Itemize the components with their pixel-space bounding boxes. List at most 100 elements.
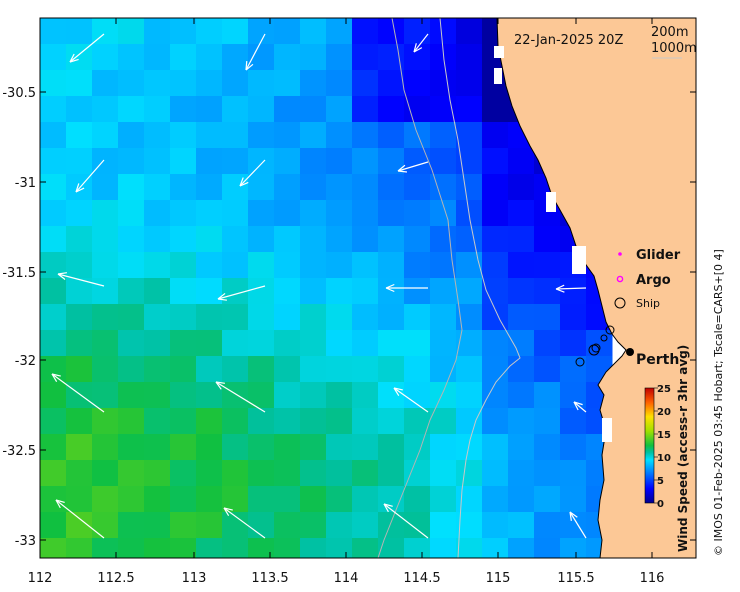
wind-cell bbox=[196, 122, 223, 149]
wind-cell bbox=[404, 18, 431, 45]
wind-cell bbox=[222, 382, 249, 409]
wind-cell bbox=[196, 434, 223, 461]
colorbar-tick-label: 25 bbox=[657, 384, 671, 395]
wind-cell bbox=[66, 148, 93, 175]
wind-cell bbox=[196, 18, 223, 45]
wind-cell bbox=[248, 96, 275, 123]
wind-cell bbox=[66, 538, 93, 558]
wind-arrow-head bbox=[573, 401, 583, 406]
wind-cell bbox=[170, 408, 197, 435]
wind-cell bbox=[40, 512, 67, 539]
wind-cell bbox=[534, 408, 561, 435]
wind-cell bbox=[196, 538, 223, 558]
wind-cell bbox=[118, 434, 145, 461]
wind-cell bbox=[170, 18, 197, 45]
wind-arrow-head bbox=[223, 507, 230, 517]
wind-cell bbox=[196, 486, 223, 513]
wind-arrow-head bbox=[223, 507, 233, 511]
wind-cell bbox=[326, 512, 353, 539]
wind-cell bbox=[482, 408, 509, 435]
wind-cell bbox=[326, 18, 353, 45]
wind-cell bbox=[144, 174, 171, 201]
wind-cell bbox=[170, 122, 197, 149]
wind-arrow-head bbox=[573, 401, 579, 411]
wind-cell bbox=[508, 382, 535, 409]
wind-cell bbox=[274, 330, 301, 357]
wind-cell bbox=[274, 304, 301, 331]
wind-cell bbox=[40, 304, 67, 331]
wind-cell bbox=[508, 356, 535, 383]
wind-cell bbox=[300, 226, 327, 253]
wind-cell bbox=[144, 304, 171, 331]
wind-cell bbox=[144, 200, 171, 227]
y-tick-label: -33 bbox=[15, 534, 36, 549]
wind-cell bbox=[196, 70, 223, 97]
wind-cell bbox=[274, 200, 301, 227]
y-axis-ticks: -30.5 -31 -31.5 -32 -32.5 -33 bbox=[2, 86, 696, 549]
wind-cell bbox=[248, 200, 275, 227]
wind-cell bbox=[170, 278, 197, 305]
wind-arrow-head bbox=[245, 63, 254, 71]
wind-cell bbox=[534, 356, 561, 383]
wind-cell bbox=[40, 486, 67, 513]
x-tick-label: 114.5 bbox=[403, 571, 440, 586]
wind-cell bbox=[560, 356, 587, 383]
wind-cell bbox=[274, 18, 301, 45]
timestamp: 22-Jan-2025 20Z bbox=[514, 33, 623, 48]
wind-cell bbox=[118, 96, 145, 123]
wind-cell bbox=[144, 382, 171, 409]
wind-cell bbox=[196, 382, 223, 409]
wind-cell bbox=[482, 226, 509, 253]
wind-cell bbox=[118, 382, 145, 409]
wind-cell bbox=[430, 122, 457, 149]
wind-cell bbox=[378, 512, 405, 539]
wind-cell bbox=[534, 538, 561, 558]
wind-cell bbox=[378, 252, 405, 279]
wind-cell bbox=[430, 96, 457, 123]
wind-cell bbox=[92, 460, 119, 487]
wind-cell bbox=[144, 122, 171, 149]
wind-cell bbox=[144, 512, 171, 539]
wind-cell bbox=[66, 382, 93, 409]
wind-arrow-shaft bbox=[217, 285, 266, 300]
wind-cell bbox=[352, 538, 379, 558]
coastal-gap bbox=[494, 68, 502, 84]
wind-cell bbox=[170, 174, 197, 201]
wind-cell bbox=[196, 278, 223, 305]
wind-cell bbox=[118, 18, 145, 45]
wind-cell bbox=[300, 408, 327, 435]
wind-cell bbox=[248, 538, 275, 558]
wind-cell bbox=[274, 122, 301, 149]
wind-arrow-head bbox=[57, 272, 67, 275]
wind-cell bbox=[456, 252, 483, 279]
wind-arrow-head bbox=[217, 292, 226, 300]
wind-cell bbox=[352, 356, 379, 383]
wind-cell bbox=[352, 278, 379, 305]
wind-arrow-head bbox=[75, 187, 85, 193]
wind-cell bbox=[508, 512, 535, 539]
wind-cell bbox=[248, 460, 275, 487]
wind-cell bbox=[92, 122, 119, 149]
wind-cell bbox=[196, 200, 223, 227]
wind-cell bbox=[196, 252, 223, 279]
wind-cell bbox=[300, 278, 327, 305]
wind-cell bbox=[170, 200, 197, 227]
wind-cell bbox=[482, 96, 509, 123]
wind-cell bbox=[508, 252, 535, 279]
wind-cell bbox=[300, 460, 327, 487]
wind-cell bbox=[222, 460, 249, 487]
wind-cell bbox=[378, 460, 405, 487]
wind-cell bbox=[92, 174, 119, 201]
wind-arrow-shaft bbox=[57, 273, 105, 287]
y-tick-label: -30.5 bbox=[2, 86, 36, 101]
wind-cell bbox=[404, 408, 431, 435]
perth-label: Perth bbox=[636, 352, 679, 368]
wind-cell bbox=[118, 512, 145, 539]
wind-cell bbox=[248, 330, 275, 357]
wind-cell bbox=[404, 122, 431, 149]
wind-cell bbox=[508, 408, 535, 435]
wind-cell bbox=[378, 408, 405, 435]
wind-cell bbox=[456, 96, 483, 123]
wind-cell bbox=[248, 486, 275, 513]
wind-cell bbox=[222, 96, 249, 123]
